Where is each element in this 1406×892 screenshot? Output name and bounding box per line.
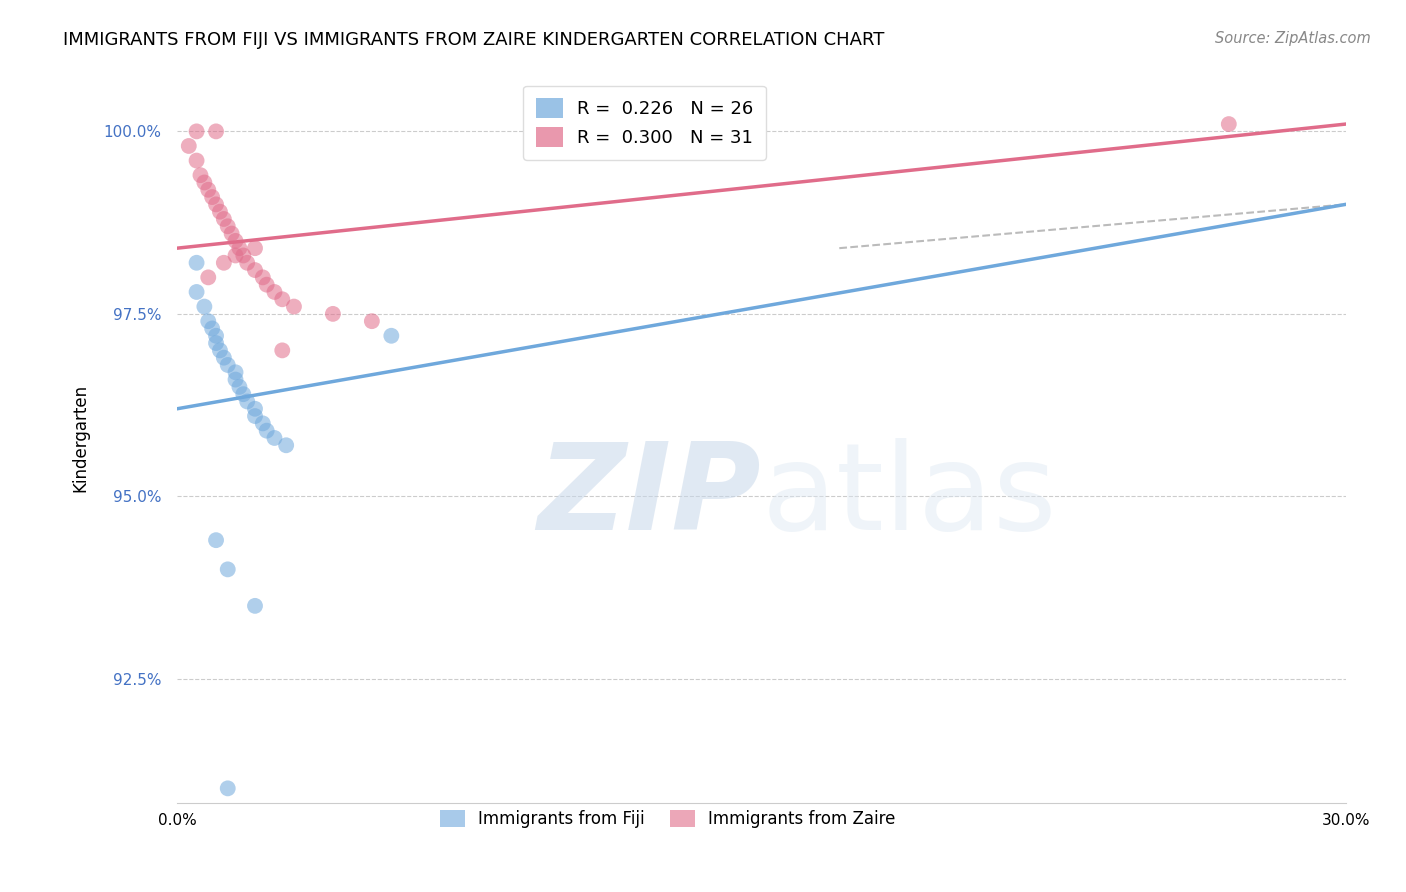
Point [232,248,254,262]
Point [197,314,219,328]
Y-axis label: Kindergarten: Kindergarten [72,384,89,492]
Point [190,168,212,182]
Point [205,533,228,548]
Text: atlas: atlas [762,438,1057,555]
Point [186,153,208,168]
Point [263,285,285,299]
Point [197,270,219,285]
Point [201,190,224,204]
Point [197,183,219,197]
Point [271,343,294,358]
Point [236,256,259,270]
Point [263,431,285,445]
Text: ZIP: ZIP [537,438,762,555]
Text: Source: ZipAtlas.com: Source: ZipAtlas.com [1215,31,1371,46]
Point [193,300,215,314]
Point [256,277,278,292]
Point [243,401,266,416]
Point [1218,117,1240,131]
Point [193,176,215,190]
Point [221,227,243,241]
Point [271,293,294,307]
Point [217,358,239,372]
Point [322,307,344,321]
Point [208,343,231,358]
Point [205,124,228,138]
Point [205,336,228,351]
Point [236,394,259,409]
Point [225,373,247,387]
Text: IMMIGRANTS FROM FIJI VS IMMIGRANTS FROM ZAIRE KINDERGARTEN CORRELATION CHART: IMMIGRANTS FROM FIJI VS IMMIGRANTS FROM … [63,31,884,49]
Point [186,256,208,270]
Point [276,438,298,452]
Point [228,380,250,394]
Point [225,234,247,248]
Point [208,204,231,219]
Point [186,124,208,138]
Point [243,263,266,277]
Point [205,328,228,343]
Point [212,256,235,270]
Point [360,314,382,328]
Point [225,365,247,379]
Point [243,409,266,423]
Point [217,781,239,796]
Point [252,417,274,431]
Point [217,562,239,576]
Point [380,328,402,343]
Point [252,270,274,285]
Point [212,351,235,365]
Point [186,285,208,299]
Point [243,599,266,613]
Point [205,197,228,211]
Point [243,241,266,255]
Point [217,219,239,234]
Point [228,241,250,255]
Point [232,387,254,401]
Point [225,248,247,262]
Point [283,300,305,314]
Point [201,321,224,335]
Legend: Immigrants from Fiji, Immigrants from Zaire: Immigrants from Fiji, Immigrants from Za… [433,804,903,835]
Point [212,211,235,226]
Point [256,424,278,438]
Point [177,139,200,153]
